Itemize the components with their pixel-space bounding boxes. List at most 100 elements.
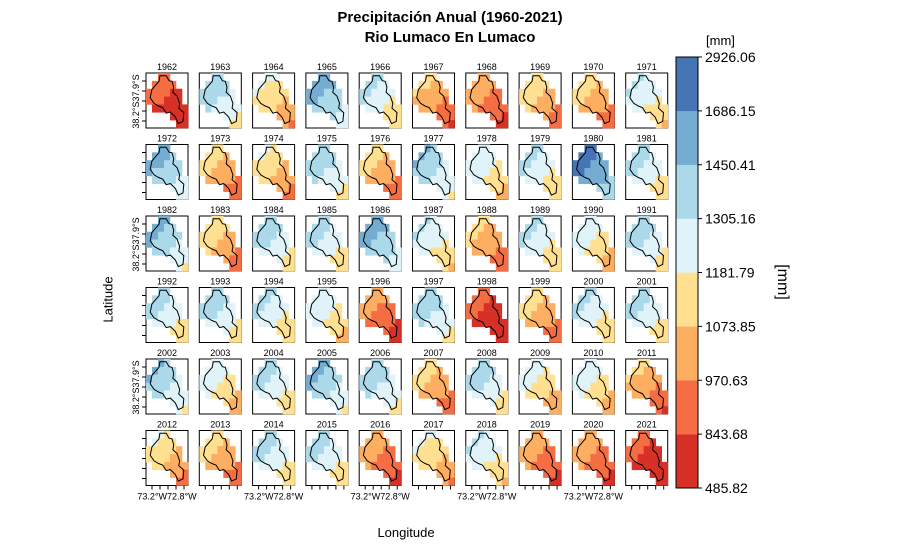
precip-cell <box>643 295 650 304</box>
precip-cell <box>371 461 378 471</box>
precip-cell <box>555 255 562 264</box>
precip-cell <box>489 104 497 113</box>
precip-cell <box>436 469 443 478</box>
precip-cell <box>418 303 425 312</box>
basin-outline <box>362 146 398 196</box>
precip-cell <box>489 168 497 177</box>
precip-cell <box>365 390 372 399</box>
precip-cell <box>211 295 218 304</box>
precip-cell <box>602 112 609 121</box>
precip-cell <box>383 311 390 320</box>
precip-cell <box>418 461 425 471</box>
precip-cell <box>537 88 544 97</box>
precip-cell <box>537 374 544 383</box>
precip-cell <box>371 144 378 153</box>
panel-2003: 2003 <box>198 348 242 415</box>
basin-outline <box>576 146 611 196</box>
panel-year-label: 1990 <box>583 205 603 215</box>
precip-cell <box>158 160 165 169</box>
precip-cell <box>424 247 431 256</box>
precip-cell <box>217 390 224 399</box>
precip-cell <box>465 88 473 97</box>
precip-cell <box>377 446 384 455</box>
precip-cell <box>359 374 366 383</box>
precip-cell <box>555 191 562 200</box>
precip-cell <box>323 438 331 447</box>
precip-cell <box>282 183 289 192</box>
precip-cell <box>176 406 183 415</box>
basin-outline <box>522 218 558 268</box>
precip-cell <box>655 191 662 200</box>
x-tick-labels: 73.2°W72.8°W <box>351 492 411 502</box>
panel-year-label: 1983 <box>210 205 230 215</box>
precip-cell <box>637 80 644 90</box>
precip-cell <box>424 454 431 463</box>
precip-cell <box>596 104 603 113</box>
precip-cell <box>164 311 171 320</box>
precip-cell <box>625 160 632 169</box>
precip-cell <box>164 318 171 328</box>
precip-cell <box>288 461 295 471</box>
precip-cell <box>430 152 437 161</box>
precip-cell <box>590 454 597 463</box>
precip-cell <box>649 382 656 391</box>
precip-cell <box>549 469 556 478</box>
precip-cell <box>158 295 165 304</box>
precip-cell <box>395 183 402 192</box>
precip-cell <box>158 216 165 225</box>
precip-cell <box>525 152 532 161</box>
precip-cell <box>578 461 585 471</box>
precip-cell <box>596 96 603 105</box>
precip-cell <box>377 438 384 447</box>
precip-cell <box>436 255 443 264</box>
precip-cell <box>637 96 644 105</box>
precip-cell <box>549 255 556 264</box>
precip-cell <box>625 96 632 105</box>
precip-cell <box>395 390 402 399</box>
precip-cell <box>424 73 431 82</box>
precip-cell <box>305 88 313 97</box>
precip-cell <box>649 326 656 335</box>
precip-cell <box>205 88 212 97</box>
precip-cell <box>270 390 277 399</box>
precip-cell <box>578 438 585 447</box>
panel-1967: 1967 <box>412 62 455 129</box>
precip-cell <box>288 247 295 256</box>
precip-cell <box>329 398 337 407</box>
precip-cell <box>371 223 378 233</box>
precip-cell <box>418 88 425 97</box>
precip-cell <box>258 438 265 447</box>
basin-outline <box>416 146 451 196</box>
panel-1983: 1983 <box>198 205 242 272</box>
precip-cell <box>477 318 485 328</box>
precip-cell <box>602 88 609 97</box>
precip-cell <box>205 438 212 447</box>
precip-cell <box>637 247 644 256</box>
precip-cell <box>430 168 437 177</box>
precip-cell <box>501 406 509 415</box>
panel-1971: 1971 <box>625 62 669 129</box>
precip-cell <box>288 104 295 113</box>
precip-cell <box>211 390 218 399</box>
panel-1977: 1977 <box>412 134 455 200</box>
basin-outline <box>576 361 611 411</box>
precip-cell <box>211 359 218 368</box>
precip-cell <box>317 175 325 185</box>
precip-cell <box>430 231 437 240</box>
precip-cell <box>335 374 343 383</box>
precip-cell <box>146 239 153 248</box>
precip-cell <box>448 175 455 185</box>
panel-year-label: 1971 <box>637 62 657 72</box>
precip-cell <box>596 311 603 320</box>
precip-cell <box>655 406 662 415</box>
precip-cell <box>418 318 425 328</box>
precip-cell <box>596 112 603 121</box>
precip-cell <box>531 104 538 113</box>
precip-cell <box>643 247 650 256</box>
precip-cell <box>584 318 591 328</box>
precip-cell <box>229 374 236 383</box>
precip-cell <box>288 191 295 200</box>
precip-cell <box>584 73 591 82</box>
basin-outline <box>202 361 238 411</box>
precip-cell <box>590 318 597 328</box>
